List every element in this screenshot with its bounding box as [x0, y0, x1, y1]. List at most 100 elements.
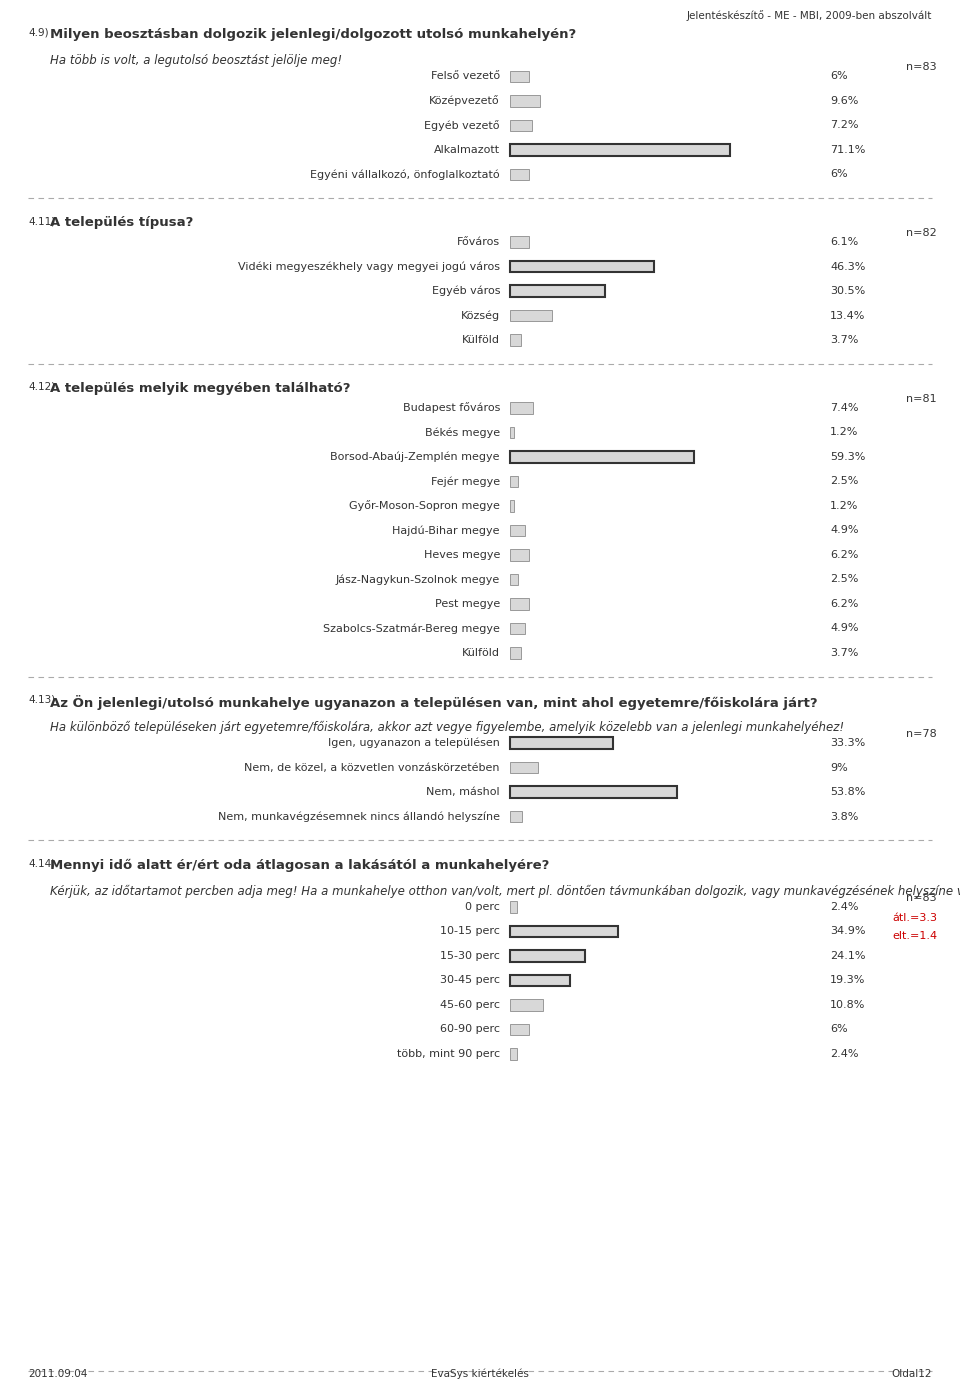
Text: Oldal12: Oldal12	[892, 1368, 932, 1380]
Text: 2.5%: 2.5%	[830, 575, 858, 585]
Bar	[510, 525, 525, 536]
Bar	[510, 926, 618, 937]
Text: 53.8%: 53.8%	[830, 787, 865, 798]
Text: 4.14): 4.14)	[28, 858, 56, 869]
Text: A település melyik megyében található?: A település melyik megyében található?	[50, 382, 350, 395]
Text: 3.7%: 3.7%	[830, 335, 858, 345]
Text: Egyéb város: Egyéb város	[431, 286, 500, 297]
Text: Budapest főváros: Budapest főváros	[402, 403, 500, 413]
Text: Győr-Moson-Sopron megye: Győr-Moson-Sopron megye	[349, 501, 500, 512]
Text: 6%: 6%	[830, 170, 848, 180]
Text: több, mint 90 perc: több, mint 90 perc	[396, 1049, 500, 1059]
Text: Külföld: Külföld	[462, 649, 500, 658]
Text: 19.3%: 19.3%	[830, 975, 865, 985]
Text: 45-60 perc: 45-60 perc	[440, 1000, 500, 1010]
Text: 46.3%: 46.3%	[830, 262, 865, 272]
Text: Főváros: Főváros	[457, 237, 500, 247]
Bar	[510, 451, 694, 463]
Bar	[510, 787, 677, 798]
Text: 34.9%: 34.9%	[830, 926, 866, 936]
Bar	[510, 738, 613, 749]
Bar	[510, 598, 529, 610]
Text: Község: Község	[461, 311, 500, 321]
Text: 71.1%: 71.1%	[830, 145, 865, 155]
Text: Heves megye: Heves megye	[423, 550, 500, 559]
Bar	[510, 950, 585, 961]
Text: n=82: n=82	[906, 229, 937, 239]
Text: Egyéb vezető: Egyéb vezető	[424, 120, 500, 131]
Bar	[510, 622, 525, 635]
Bar	[510, 427, 514, 438]
Text: 24.1%: 24.1%	[830, 951, 866, 961]
Bar	[510, 310, 552, 321]
Bar	[510, 286, 605, 297]
Bar	[510, 501, 514, 512]
Bar	[510, 144, 731, 156]
Text: 6%: 6%	[830, 1024, 848, 1035]
Text: 3.7%: 3.7%	[830, 649, 858, 658]
Text: Igen, ugyanazon a településen: Igen, ugyanazon a településen	[328, 738, 500, 749]
Text: 59.3%: 59.3%	[830, 452, 865, 462]
Text: 15-30 perc: 15-30 perc	[440, 951, 500, 961]
Text: Fejér megye: Fejér megye	[431, 476, 500, 487]
Text: 10.8%: 10.8%	[830, 1000, 865, 1010]
Text: 10-15 perc: 10-15 perc	[440, 926, 500, 936]
Bar	[510, 120, 532, 131]
Text: 60-90 perc: 60-90 perc	[440, 1024, 500, 1035]
Text: 2011.09.04: 2011.09.04	[28, 1368, 87, 1380]
Text: n=83: n=83	[906, 63, 937, 73]
Text: Szabolcs-Szatmár-Bereg megye: Szabolcs-Szatmár-Bereg megye	[324, 624, 500, 633]
Text: Jász-Nagykun-Szolnok megye: Jász-Nagykun-Szolnok megye	[336, 575, 500, 585]
Text: Az Ön jelenlegi/utolsó munkahelye ugyanazon a településen van, mint ahol egyetem: Az Ön jelenlegi/utolsó munkahelye ugyana…	[50, 695, 818, 710]
Text: n=83: n=83	[906, 893, 937, 903]
Text: Kérjük, az időtartamot percben adja meg! Ha a munkahelye otthon van/volt, mert p: Kérjük, az időtartamot percben adja meg!…	[50, 884, 960, 897]
Bar	[510, 901, 517, 912]
Text: Nem, máshol: Nem, máshol	[426, 787, 500, 798]
Text: Egyéni vállalkozó, önfoglalkoztató: Egyéni vállalkozó, önfoglalkoztató	[310, 169, 500, 180]
Bar	[510, 95, 540, 107]
Bar	[510, 1048, 517, 1060]
Text: A település típusa?: A település típusa?	[50, 216, 193, 229]
Text: n=78: n=78	[906, 730, 937, 739]
Text: 4.9): 4.9)	[28, 28, 49, 38]
Bar	[510, 647, 521, 658]
Bar	[510, 550, 529, 561]
Text: Középvezető: Középvezető	[429, 95, 500, 106]
Text: 2.4%: 2.4%	[830, 903, 858, 912]
Bar	[510, 762, 538, 773]
Text: Felső vezető: Felső vezető	[431, 71, 500, 81]
Text: Hajdú-Bihar megye: Hajdú-Bihar megye	[393, 526, 500, 536]
Text: Nem, de közel, a közvetlen vonzáskörzetében: Nem, de közel, a közvetlen vonzáskörzeté…	[245, 763, 500, 773]
Text: 30.5%: 30.5%	[830, 286, 865, 296]
Text: 1.2%: 1.2%	[830, 427, 858, 438]
Bar	[510, 402, 533, 414]
Text: Külföld: Külföld	[462, 335, 500, 345]
Text: 6.2%: 6.2%	[830, 598, 858, 610]
Text: Borsod-Abaúj-Zemplén megye: Borsod-Abaúj-Zemplén megye	[330, 452, 500, 462]
Text: Milyen beosztásban dolgozik jelenlegi/dolgozott utolsó munkahelyén?: Milyen beosztásban dolgozik jelenlegi/do…	[50, 28, 576, 40]
Text: Mennyi idő alatt ér/ért oda átlagosan a lakásától a munkahelyére?: Mennyi idő alatt ér/ért oda átlagosan a …	[50, 858, 549, 872]
Text: 6%: 6%	[830, 71, 848, 81]
Text: Ha több is volt, a legutolsó beosztást jelölje meg!: Ha több is volt, a legutolsó beosztást j…	[50, 54, 342, 67]
Bar	[510, 476, 517, 487]
Text: 3.8%: 3.8%	[830, 812, 858, 822]
Text: Vidéki megyeszékhely vagy megyei jogú város: Vidéki megyeszékhely vagy megyei jogú vá…	[238, 261, 500, 272]
Text: n=81: n=81	[906, 393, 937, 405]
Bar	[510, 261, 654, 272]
Text: 4.13): 4.13)	[28, 695, 56, 704]
Text: 1.2%: 1.2%	[830, 501, 858, 511]
Text: 6.2%: 6.2%	[830, 550, 858, 559]
Text: EvaSys kiértékelés: EvaSys kiértékelés	[431, 1368, 529, 1380]
Text: 4.9%: 4.9%	[830, 526, 858, 536]
Text: 6.1%: 6.1%	[830, 237, 858, 247]
Text: Pest megye: Pest megye	[435, 598, 500, 610]
Text: Jelentéskészítő - ME - MBI, 2009-ben abszolvált: Jelentéskészítő - ME - MBI, 2009-ben abs…	[686, 10, 932, 21]
Text: elt.=1.4: elt.=1.4	[892, 930, 937, 942]
Text: Ha különböző településeken járt egyetemre/főiskolára, akkor azt vegye figyelembe: Ha különböző településeken járt egyetemr…	[50, 721, 844, 734]
Text: 4.12): 4.12)	[28, 382, 56, 392]
Bar	[510, 1024, 529, 1035]
Text: átl.=3.3: átl.=3.3	[892, 912, 937, 923]
Bar	[510, 810, 522, 823]
Bar	[510, 71, 529, 82]
Text: 9%: 9%	[830, 763, 848, 773]
